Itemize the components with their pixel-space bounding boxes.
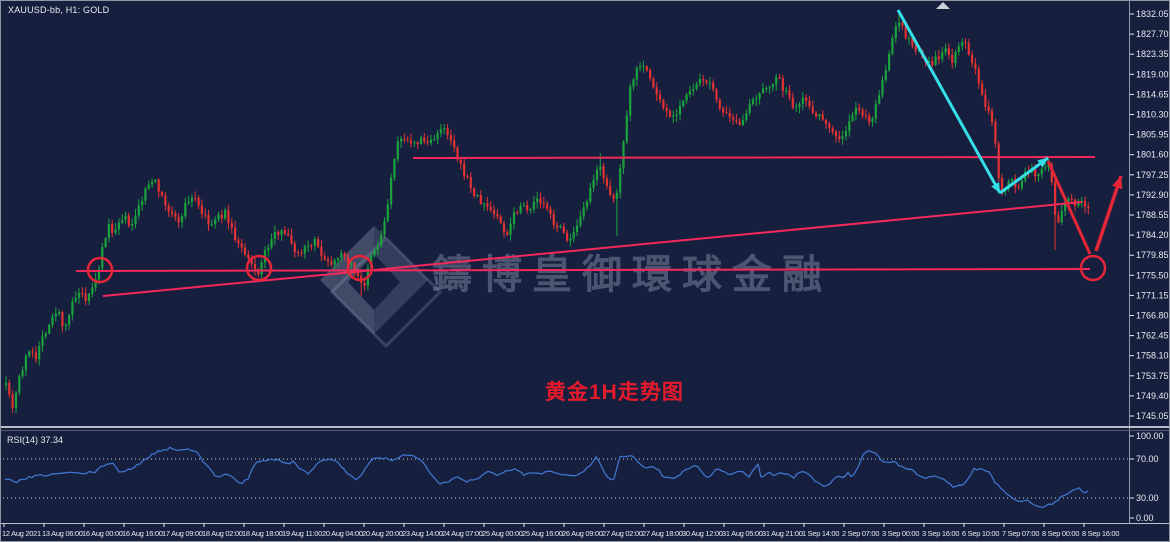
cyan-arrowhead-icon [991, 182, 1000, 193]
svg-text:1 Sep 14:00: 1 Sep 14:00 [802, 529, 839, 538]
projected-drop-line[interactable] [1046, 160, 1092, 255]
support-touch-circle[interactable] [1079, 254, 1107, 282]
svg-text:6 Sep 10:00: 6 Sep 10:00 [962, 529, 999, 538]
svg-text:20 Aug 04:00: 20 Aug 04:00 [322, 529, 363, 538]
svg-text:1771.15: 1771.15 [1136, 290, 1169, 300]
svg-text:1819.00: 1819.00 [1136, 69, 1169, 79]
svg-text:1784.20: 1784.20 [1136, 230, 1169, 240]
chart-shift-marker-icon [936, 2, 950, 9]
svg-text:1823.35: 1823.35 [1136, 49, 1169, 59]
svg-text:17 Aug 09:00: 17 Aug 09:00 [162, 529, 203, 538]
watermark-text: 鑄博皇御環球金融 [432, 253, 832, 297]
svg-text:2 Sep 07:00: 2 Sep 07:00 [842, 529, 879, 538]
rising-trendline[interactable] [102, 201, 1083, 297]
svg-text:1814.65: 1814.65 [1136, 89, 1169, 99]
support-touch-circle[interactable] [245, 254, 273, 282]
svg-text:70.00: 70.00 [1136, 454, 1159, 464]
svg-text:16 Aug 00:00: 16 Aug 00:00 [82, 529, 123, 538]
svg-text:3 Sep 00:00: 3 Sep 00:00 [882, 529, 919, 538]
svg-text:3 Sep 16:00: 3 Sep 16:00 [922, 529, 959, 538]
rsi-indicator-label: RSI(14) 37.34 [7, 435, 64, 445]
time-axis-labels: 12 Aug 2021 13 Aug 06:00 16 Aug 00:00 16 Au… [2, 523, 1120, 538]
svg-text:1805.95: 1805.95 [1136, 130, 1169, 140]
svg-text:24 Aug 07:00: 24 Aug 07:00 [442, 529, 483, 538]
svg-text:18 Aug 18:00: 18 Aug 18:00 [242, 529, 283, 538]
cyan-move-arrow[interactable] [896, 9, 1002, 194]
svg-text:1792.90: 1792.90 [1136, 190, 1169, 200]
svg-text:23 Aug 14:00: 23 Aug 14:00 [402, 529, 443, 538]
svg-text:27 Aug 18:00: 27 Aug 18:00 [642, 529, 683, 538]
svg-text:16 Aug 16:00: 16 Aug 16:00 [122, 529, 163, 538]
chart-title-annotation: 黄金1H走势图 [545, 381, 684, 404]
svg-text:1749.40: 1749.40 [1136, 391, 1169, 401]
svg-text:1766.80: 1766.80 [1136, 311, 1169, 321]
svg-text:25 Aug 16:00: 25 Aug 16:00 [522, 529, 563, 538]
svg-text:0.00: 0.00 [1136, 513, 1154, 523]
svg-text:30 Aug 12:00: 30 Aug 12:00 [682, 529, 723, 538]
projected-rally-arrow[interactable] [1094, 175, 1123, 252]
svg-text:19 Aug 11:00: 19 Aug 11:00 [282, 529, 322, 538]
svg-text:8 Sep 16:00: 8 Sep 16:00 [1082, 529, 1119, 538]
support-trendline[interactable] [75, 268, 1091, 272]
svg-text:1788.55: 1788.55 [1136, 210, 1169, 220]
svg-text:100.00: 100.00 [1136, 431, 1164, 441]
svg-text:1797.25: 1797.25 [1136, 170, 1169, 180]
candlestick-series [4, 11, 1090, 414]
svg-text:1810.30: 1810.30 [1136, 110, 1169, 120]
red-arrowhead-icon [1112, 176, 1123, 190]
rsi-line [4, 446, 1089, 509]
svg-text:1745.05: 1745.05 [1136, 411, 1169, 421]
svg-text:27 Aug 02:00: 27 Aug 02:00 [602, 529, 643, 538]
svg-text:1762.45: 1762.45 [1136, 331, 1169, 341]
svg-text:20 Aug 20:00: 20 Aug 20:00 [362, 529, 403, 538]
svg-text:13 Aug 06:00: 13 Aug 06:00 [42, 529, 83, 538]
svg-text:1779.85: 1779.85 [1136, 250, 1169, 260]
svg-text:31 Aug 05:00: 31 Aug 05:00 [722, 529, 763, 538]
svg-text:12 Aug 2021: 12 Aug 2021 [2, 529, 41, 538]
svg-text:26 Aug 09:00: 26 Aug 09:00 [562, 529, 603, 538]
svg-text:18 Aug 02:00: 18 Aug 02:00 [202, 529, 243, 538]
svg-text:1753.75: 1753.75 [1136, 371, 1169, 381]
svg-text:8 Sep 00:00: 8 Sep 00:00 [1042, 529, 1079, 538]
symbol-timeframe-label: XAUUSD-bb, H1: GOLD [8, 5, 110, 15]
resistance-trendline[interactable] [412, 156, 1096, 159]
support-touch-circle[interactable] [86, 256, 114, 284]
svg-text:1801.60: 1801.60 [1136, 150, 1169, 160]
price-axis-labels: 1832.05 1827.70 1823.35 1819.00 1814.65 1810.… [1129, 9, 1169, 523]
support-touch-circle[interactable] [346, 254, 374, 282]
svg-text:30.00: 30.00 [1136, 493, 1159, 503]
svg-text:25 Aug 00:00: 25 Aug 00:00 [482, 529, 523, 538]
cyan-arrowhead-icon [1037, 158, 1048, 168]
svg-text:1832.05: 1832.05 [1136, 9, 1169, 19]
svg-text:31 Aug 21:00: 31 Aug 21:00 [762, 529, 803, 538]
svg-text:1775.50: 1775.50 [1136, 270, 1169, 280]
svg-text:7 Sep 07:00: 7 Sep 07:00 [1002, 529, 1039, 538]
svg-text:1758.10: 1758.10 [1136, 351, 1169, 361]
svg-text:1827.70: 1827.70 [1136, 29, 1169, 39]
